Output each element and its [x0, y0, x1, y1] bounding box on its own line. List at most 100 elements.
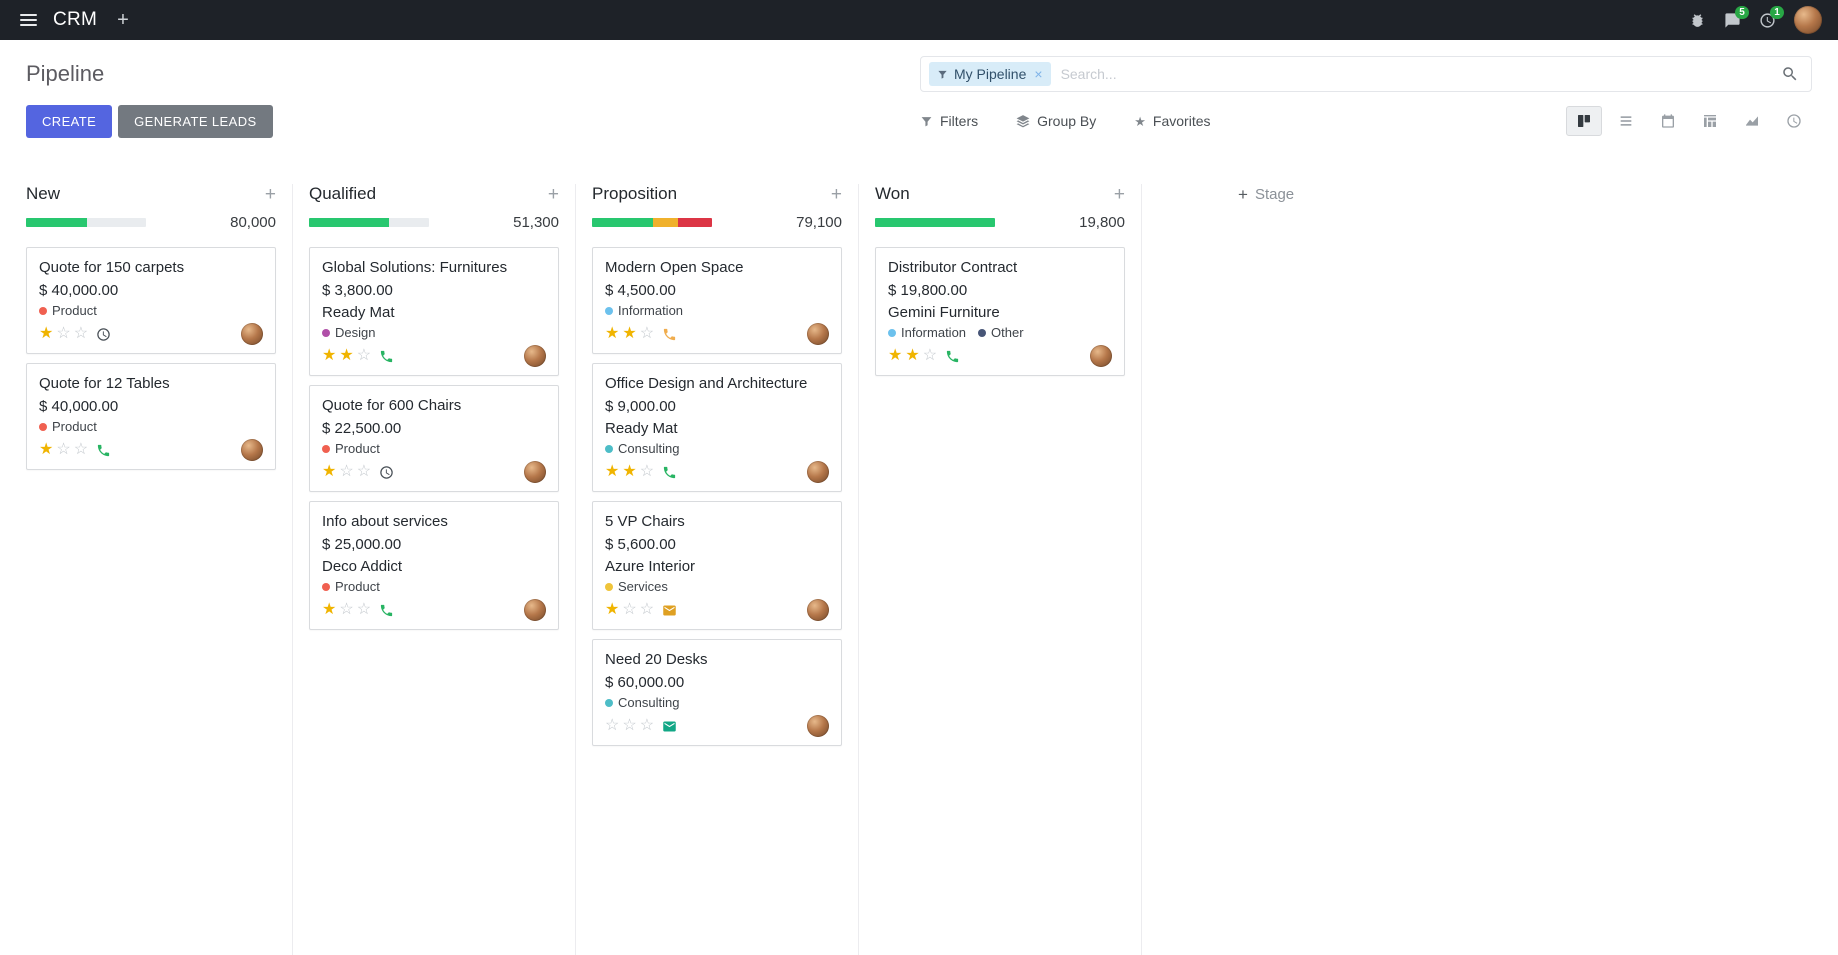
- avatar[interactable]: [524, 345, 546, 367]
- star-empty-icon[interactable]: ☆: [622, 601, 637, 618]
- filters-menu[interactable]: Filters: [920, 113, 978, 129]
- star-empty-icon[interactable]: ☆: [356, 601, 372, 618]
- phone-icon[interactable]: [662, 327, 677, 342]
- star-empty-icon[interactable]: ☆: [73, 441, 89, 458]
- generate-leads-button[interactable]: GENERATE LEADS: [118, 104, 273, 138]
- phone-icon[interactable]: [379, 603, 394, 618]
- user-avatar[interactable]: [1794, 6, 1822, 34]
- view-list-icon[interactable]: [1608, 106, 1644, 136]
- star-filled-icon[interactable]: ★: [322, 347, 337, 364]
- star-empty-icon[interactable]: ☆: [622, 717, 637, 734]
- stage-progressbar[interactable]: [592, 218, 712, 227]
- star-empty-icon[interactable]: ☆: [73, 325, 89, 342]
- view-kanban-icon[interactable]: [1566, 106, 1602, 136]
- star-filled-icon[interactable]: ★: [888, 347, 903, 364]
- activities-clock-icon[interactable]: 1: [1759, 5, 1784, 29]
- favorites-menu[interactable]: ★ Favorites: [1134, 113, 1210, 129]
- search-input[interactable]: [1060, 66, 1781, 82]
- kanban-card[interactable]: Quote for 600 Chairs $ 22,500.00 Product…: [309, 385, 559, 492]
- star-empty-icon[interactable]: ☆: [605, 717, 620, 734]
- star-empty-icon[interactable]: ☆: [56, 325, 71, 342]
- kanban-card[interactable]: Need 20 Desks $ 60,000.00 Consulting ☆ ☆ ☆: [592, 639, 842, 746]
- star-empty-icon[interactable]: ☆: [639, 325, 655, 342]
- phone-icon[interactable]: [379, 349, 394, 364]
- avatar[interactable]: [241, 439, 263, 461]
- progress-segment[interactable]: [678, 218, 712, 227]
- star-filled-icon[interactable]: ★: [905, 347, 920, 364]
- star-filled-icon[interactable]: ★: [39, 441, 54, 458]
- avatar[interactable]: [241, 323, 263, 345]
- bug-icon[interactable]: [1689, 12, 1706, 29]
- kanban-card[interactable]: Info about services $ 25,000.00 Deco Add…: [309, 501, 559, 630]
- quick-create-icon[interactable]: +: [1113, 183, 1125, 205]
- avatar[interactable]: [1090, 345, 1112, 367]
- star-empty-icon[interactable]: ☆: [922, 347, 938, 364]
- phone-icon[interactable]: [96, 443, 111, 458]
- quick-create-icon[interactable]: +: [547, 183, 559, 205]
- progress-segment[interactable]: [653, 218, 679, 227]
- progress-segment[interactable]: [875, 218, 995, 227]
- progress-segment[interactable]: [592, 218, 654, 227]
- phone-icon[interactable]: [945, 349, 960, 364]
- stage-progressbar[interactable]: [26, 218, 146, 227]
- facet-remove-icon[interactable]: ×: [1034, 66, 1043, 82]
- clock-icon[interactable]: [96, 327, 111, 342]
- clock-icon[interactable]: [379, 465, 394, 480]
- star-empty-icon[interactable]: ☆: [639, 463, 655, 480]
- search-icon[interactable]: [1781, 65, 1799, 83]
- stage-name[interactable]: Qualified: [309, 184, 377, 203]
- quick-create-icon[interactable]: +: [830, 183, 842, 205]
- phone-icon[interactable]: [662, 465, 677, 480]
- search-facet[interactable]: My Pipeline ×: [929, 62, 1051, 86]
- kanban-card[interactable]: Distributor Contract $ 19,800.00 Gemini …: [875, 247, 1125, 376]
- star-empty-icon[interactable]: ☆: [639, 717, 655, 734]
- messages-icon[interactable]: 5: [1724, 5, 1749, 29]
- avatar[interactable]: [524, 599, 546, 621]
- app-name[interactable]: CRM: [53, 9, 98, 30]
- avatar[interactable]: [807, 461, 829, 483]
- star-filled-icon[interactable]: ★: [339, 347, 354, 364]
- view-graph-icon[interactable]: [1734, 106, 1770, 136]
- kanban-card[interactable]: Office Design and Architecture $ 9,000.0…: [592, 363, 842, 492]
- star-filled-icon[interactable]: ★: [605, 463, 620, 480]
- stage-name[interactable]: Won: [875, 184, 910, 203]
- mail-icon[interactable]: [662, 603, 677, 618]
- star-filled-icon[interactable]: ★: [605, 601, 620, 618]
- star-filled-icon[interactable]: ★: [605, 325, 620, 342]
- stage-name[interactable]: Proposition: [592, 184, 678, 203]
- search-bar[interactable]: My Pipeline ×: [920, 56, 1812, 92]
- star-empty-icon[interactable]: ☆: [639, 601, 655, 618]
- star-empty-icon[interactable]: ☆: [339, 601, 354, 618]
- group-by-menu[interactable]: Group By: [1016, 113, 1096, 129]
- plus-icon[interactable]: +: [117, 9, 129, 31]
- view-activity-icon[interactable]: [1776, 106, 1812, 136]
- avatar[interactable]: [807, 599, 829, 621]
- apps-menu-icon[interactable]: [16, 10, 41, 30]
- kanban-card[interactable]: Modern Open Space $ 4,500.00 Information…: [592, 247, 842, 354]
- avatar[interactable]: [807, 715, 829, 737]
- stage-name[interactable]: New: [26, 184, 61, 203]
- avatar[interactable]: [807, 323, 829, 345]
- kanban-card[interactable]: Quote for 150 carpets $ 40,000.00 Produc…: [26, 247, 276, 354]
- star-filled-icon[interactable]: ★: [39, 325, 54, 342]
- star-filled-icon[interactable]: ★: [622, 325, 637, 342]
- mail-icon[interactable]: [662, 719, 677, 734]
- quick-create-icon[interactable]: +: [264, 183, 276, 205]
- create-button[interactable]: CREATE: [26, 104, 113, 138]
- kanban-card[interactable]: 5 VP Chairs $ 5,600.00 Azure Interior Se…: [592, 501, 842, 630]
- kanban-card[interactable]: Global Solutions: Furnitures $ 3,800.00 …: [309, 247, 559, 376]
- add-stage-button[interactable]: + Stage: [1238, 186, 1294, 203]
- view-calendar-icon[interactable]: [1650, 106, 1686, 136]
- view-pivot-icon[interactable]: [1692, 106, 1728, 136]
- progress-segment[interactable]: [309, 218, 390, 227]
- star-filled-icon[interactable]: ★: [622, 463, 637, 480]
- star-empty-icon[interactable]: ☆: [56, 441, 71, 458]
- progress-segment[interactable]: [26, 218, 88, 227]
- star-empty-icon[interactable]: ☆: [356, 347, 372, 364]
- star-empty-icon[interactable]: ☆: [339, 463, 354, 480]
- star-filled-icon[interactable]: ★: [322, 463, 337, 480]
- star-empty-icon[interactable]: ☆: [356, 463, 372, 480]
- stage-progressbar[interactable]: [309, 218, 429, 227]
- avatar[interactable]: [524, 461, 546, 483]
- star-filled-icon[interactable]: ★: [322, 601, 337, 618]
